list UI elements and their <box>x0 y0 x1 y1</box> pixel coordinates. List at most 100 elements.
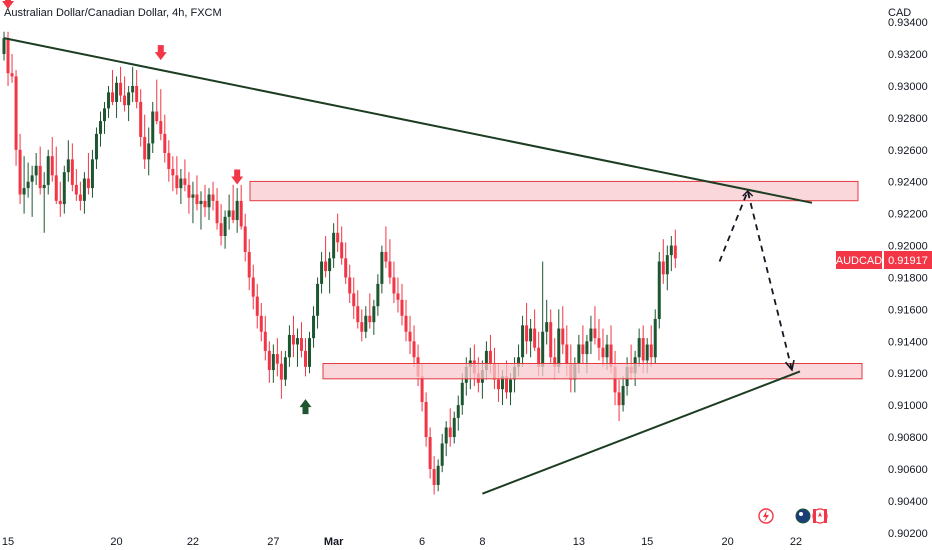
candle <box>653 309 657 364</box>
candle <box>557 309 561 374</box>
candle <box>30 165 34 217</box>
candle <box>275 338 279 377</box>
projection-path <box>718 188 793 371</box>
ascending-trendline <box>482 370 801 495</box>
sell-arrow-icon <box>2 0 15 9</box>
candle <box>243 213 247 262</box>
time-tick-label: 6 <box>419 536 425 548</box>
chart-title: Australian Dollar/Canadian Dollar, 4h, F… <box>4 7 222 19</box>
projection-arrowhead <box>784 359 795 372</box>
candle <box>328 251 332 294</box>
support-zone <box>322 362 863 380</box>
candle <box>267 341 271 383</box>
candle <box>312 306 316 348</box>
candle <box>171 156 175 192</box>
price-tick-label: 0.91800 <box>888 272 928 284</box>
candle <box>549 309 553 364</box>
candle <box>456 395 460 431</box>
price-tick-label: 0.92800 <box>888 113 928 125</box>
candle <box>404 299 408 342</box>
candle <box>597 318 601 361</box>
candle <box>199 191 203 230</box>
candle <box>332 223 336 268</box>
candle <box>283 350 287 386</box>
candle <box>147 127 151 176</box>
candle <box>295 328 299 367</box>
candle <box>195 175 199 211</box>
candle <box>291 315 295 358</box>
candle <box>304 338 307 377</box>
candle <box>424 392 428 447</box>
candle <box>657 251 661 329</box>
candle <box>62 165 66 214</box>
candle <box>561 306 565 355</box>
candle <box>70 143 74 192</box>
candle <box>18 133 22 205</box>
candle <box>103 101 106 134</box>
australia-flag-icon[interactable] <box>795 508 811 524</box>
candle <box>444 421 448 457</box>
candle <box>336 213 340 252</box>
currency-label: CAD <box>888 7 911 19</box>
time-tick-label: 20 <box>721 536 733 548</box>
price-tick-label: 0.92200 <box>888 209 928 221</box>
candle <box>215 188 219 230</box>
candle <box>364 306 368 339</box>
candle <box>376 274 380 316</box>
candle <box>58 181 62 217</box>
candle <box>74 168 78 201</box>
candle <box>139 89 143 147</box>
price-tick-label: 0.91400 <box>888 336 928 348</box>
candle <box>50 137 54 182</box>
time-tick-label: 15 <box>641 536 653 548</box>
price-tick-label: 0.93200 <box>888 49 928 61</box>
candle <box>151 101 155 154</box>
candle <box>428 427 432 479</box>
candle <box>649 325 653 367</box>
candle <box>2 31 6 61</box>
candle <box>452 411 456 444</box>
candle <box>320 251 324 294</box>
candle <box>82 172 86 214</box>
flash-icon[interactable] <box>758 508 774 524</box>
candle <box>6 31 10 86</box>
candle <box>372 299 376 335</box>
candle <box>135 70 139 109</box>
price-tick-label: 0.91000 <box>888 400 928 412</box>
candle <box>541 261 545 377</box>
candle <box>589 315 593 355</box>
candle <box>673 229 677 268</box>
candle <box>621 376 625 412</box>
time-tick-label: 13 <box>573 536 585 548</box>
time-tick-label: Mar <box>324 536 344 548</box>
candle <box>525 303 529 355</box>
candle <box>400 283 404 326</box>
canada-flag-icon[interactable] <box>812 508 828 524</box>
candle <box>231 184 235 224</box>
candle <box>408 315 412 355</box>
candle <box>665 245 669 291</box>
candle <box>392 261 396 304</box>
price-label-value: 0.91917 <box>888 255 928 267</box>
candle <box>10 54 14 83</box>
candle <box>207 188 211 221</box>
sell-arrow-icon <box>154 45 167 61</box>
candle <box>368 293 372 329</box>
price-tick-label: 0.93000 <box>888 81 928 93</box>
candle <box>380 245 384 294</box>
candle <box>259 303 263 342</box>
candle <box>533 309 537 351</box>
candle <box>94 127 98 169</box>
candle <box>436 459 440 492</box>
candle <box>324 235 328 278</box>
candle <box>356 290 360 329</box>
candle <box>54 146 58 205</box>
candles-layer <box>2 31 677 495</box>
candle <box>155 79 159 125</box>
candle <box>251 264 255 310</box>
candle <box>521 315 525 367</box>
candle <box>396 277 400 313</box>
candle <box>255 283 259 329</box>
candle <box>601 328 605 367</box>
candle <box>203 184 207 217</box>
